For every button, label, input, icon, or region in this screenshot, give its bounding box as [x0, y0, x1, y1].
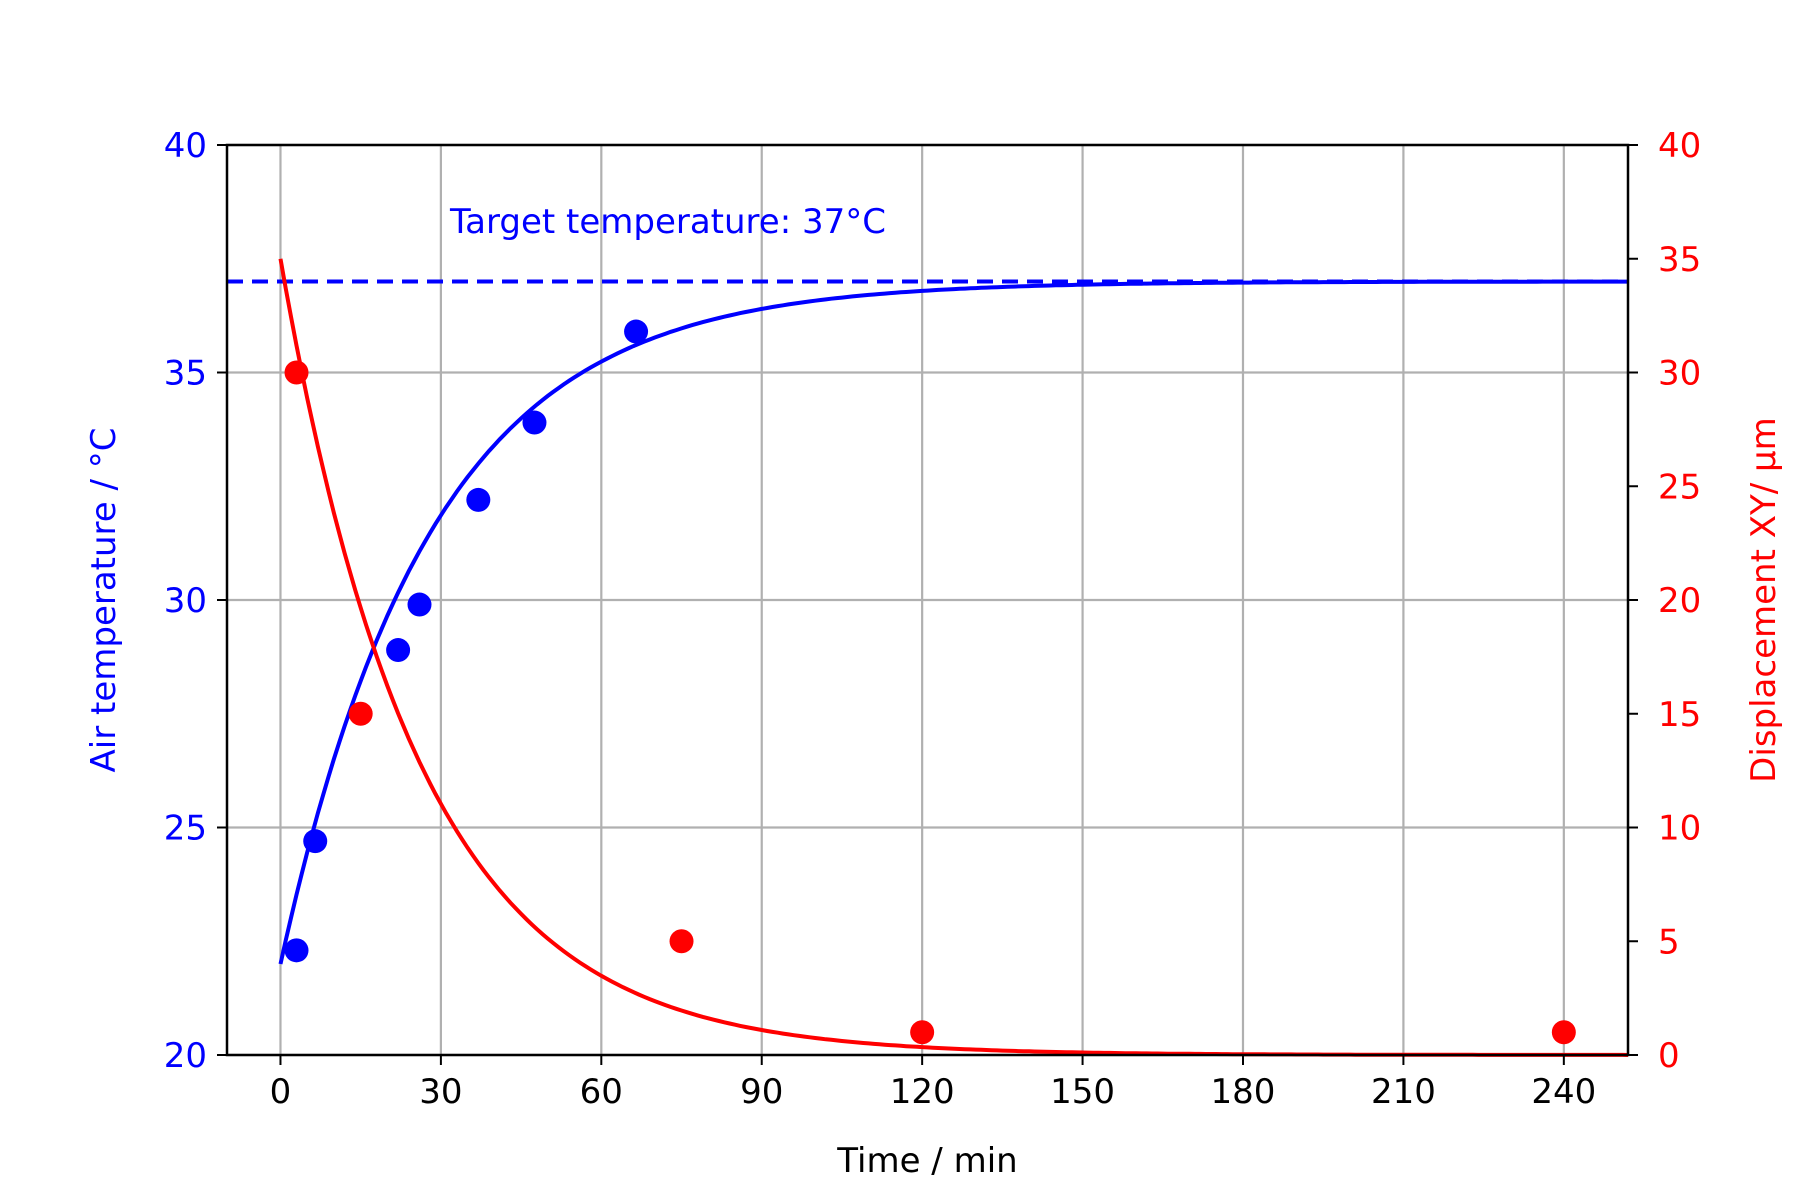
- left-y-tick-label: 35: [164, 354, 207, 394]
- x-tick-label: 0: [270, 1072, 292, 1112]
- right-y-tick-label: 10: [1658, 809, 1701, 849]
- displacement-point: [284, 360, 309, 385]
- temperature-point: [522, 410, 547, 435]
- left-y-tick-label: 20: [164, 1036, 207, 1076]
- left-y-axis-ticks: 20 25 30 35 40: [164, 126, 227, 1076]
- displacement-point: [669, 929, 694, 954]
- right-y-tick-label: 15: [1658, 695, 1701, 735]
- x-tick-label: 150: [1050, 1072, 1115, 1112]
- x-tick-label: 180: [1211, 1072, 1276, 1112]
- right-y-tick-label: 20: [1658, 581, 1701, 621]
- x-tick-label: 30: [419, 1072, 462, 1112]
- right-y-tick-label: 5: [1658, 922, 1680, 962]
- temperature-point: [466, 487, 491, 512]
- left-y-axis-title: Air temperature / °C: [84, 427, 124, 772]
- left-y-tick-label: 40: [164, 126, 207, 166]
- x-axis-ticks: 0 30 60 90 120 150 180 210 240: [270, 1055, 1596, 1112]
- temperature-point: [407, 592, 432, 617]
- x-tick-label: 240: [1531, 1072, 1596, 1112]
- x-axis-title: Time / min: [836, 1141, 1017, 1181]
- right-y-axis-title: Displacement XY/ μm: [1744, 417, 1784, 783]
- x-tick-label: 120: [890, 1072, 955, 1112]
- target-temperature-annotation: Target temperature: 37°C: [449, 202, 886, 242]
- right-y-tick-label: 0: [1658, 1036, 1680, 1076]
- temperature-point: [303, 829, 328, 854]
- right-y-tick-label: 25: [1658, 467, 1701, 507]
- displacement-point: [348, 701, 373, 726]
- right-y-axis-ticks: 0 5 10 15 20 25 30 35 40: [1628, 126, 1701, 1076]
- right-y-tick-label: 40: [1658, 126, 1701, 166]
- left-y-tick-label: 30: [164, 581, 207, 621]
- x-tick-label: 90: [740, 1072, 783, 1112]
- displacement-point: [910, 1020, 935, 1045]
- temperature-point: [624, 319, 649, 344]
- right-y-tick-label: 30: [1658, 354, 1701, 394]
- displacement-point: [1551, 1020, 1576, 1045]
- x-tick-label: 210: [1371, 1072, 1436, 1112]
- temperature-point: [386, 638, 411, 663]
- x-tick-label: 60: [580, 1072, 623, 1112]
- series-points: [284, 319, 1576, 1045]
- right-y-tick-label: 35: [1658, 240, 1701, 280]
- left-y-tick-label: 25: [164, 809, 207, 849]
- temperature-point: [284, 938, 309, 963]
